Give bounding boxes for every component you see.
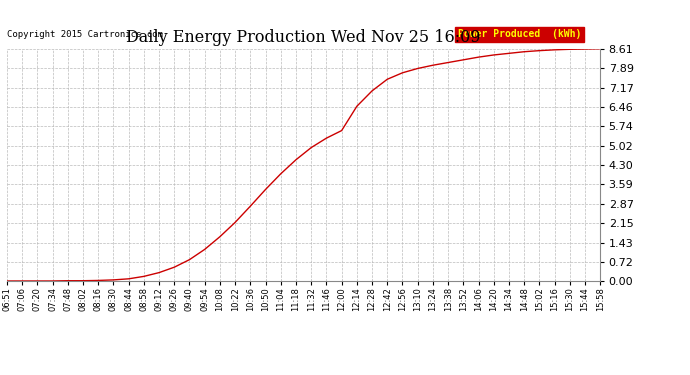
Text: Power Produced  (kWh): Power Produced (kWh) [458,30,581,39]
Title: Daily Energy Production Wed Nov 25 16:09: Daily Energy Production Wed Nov 25 16:09 [126,29,481,46]
Text: Copyright 2015 Cartronics.com: Copyright 2015 Cartronics.com [7,30,163,39]
